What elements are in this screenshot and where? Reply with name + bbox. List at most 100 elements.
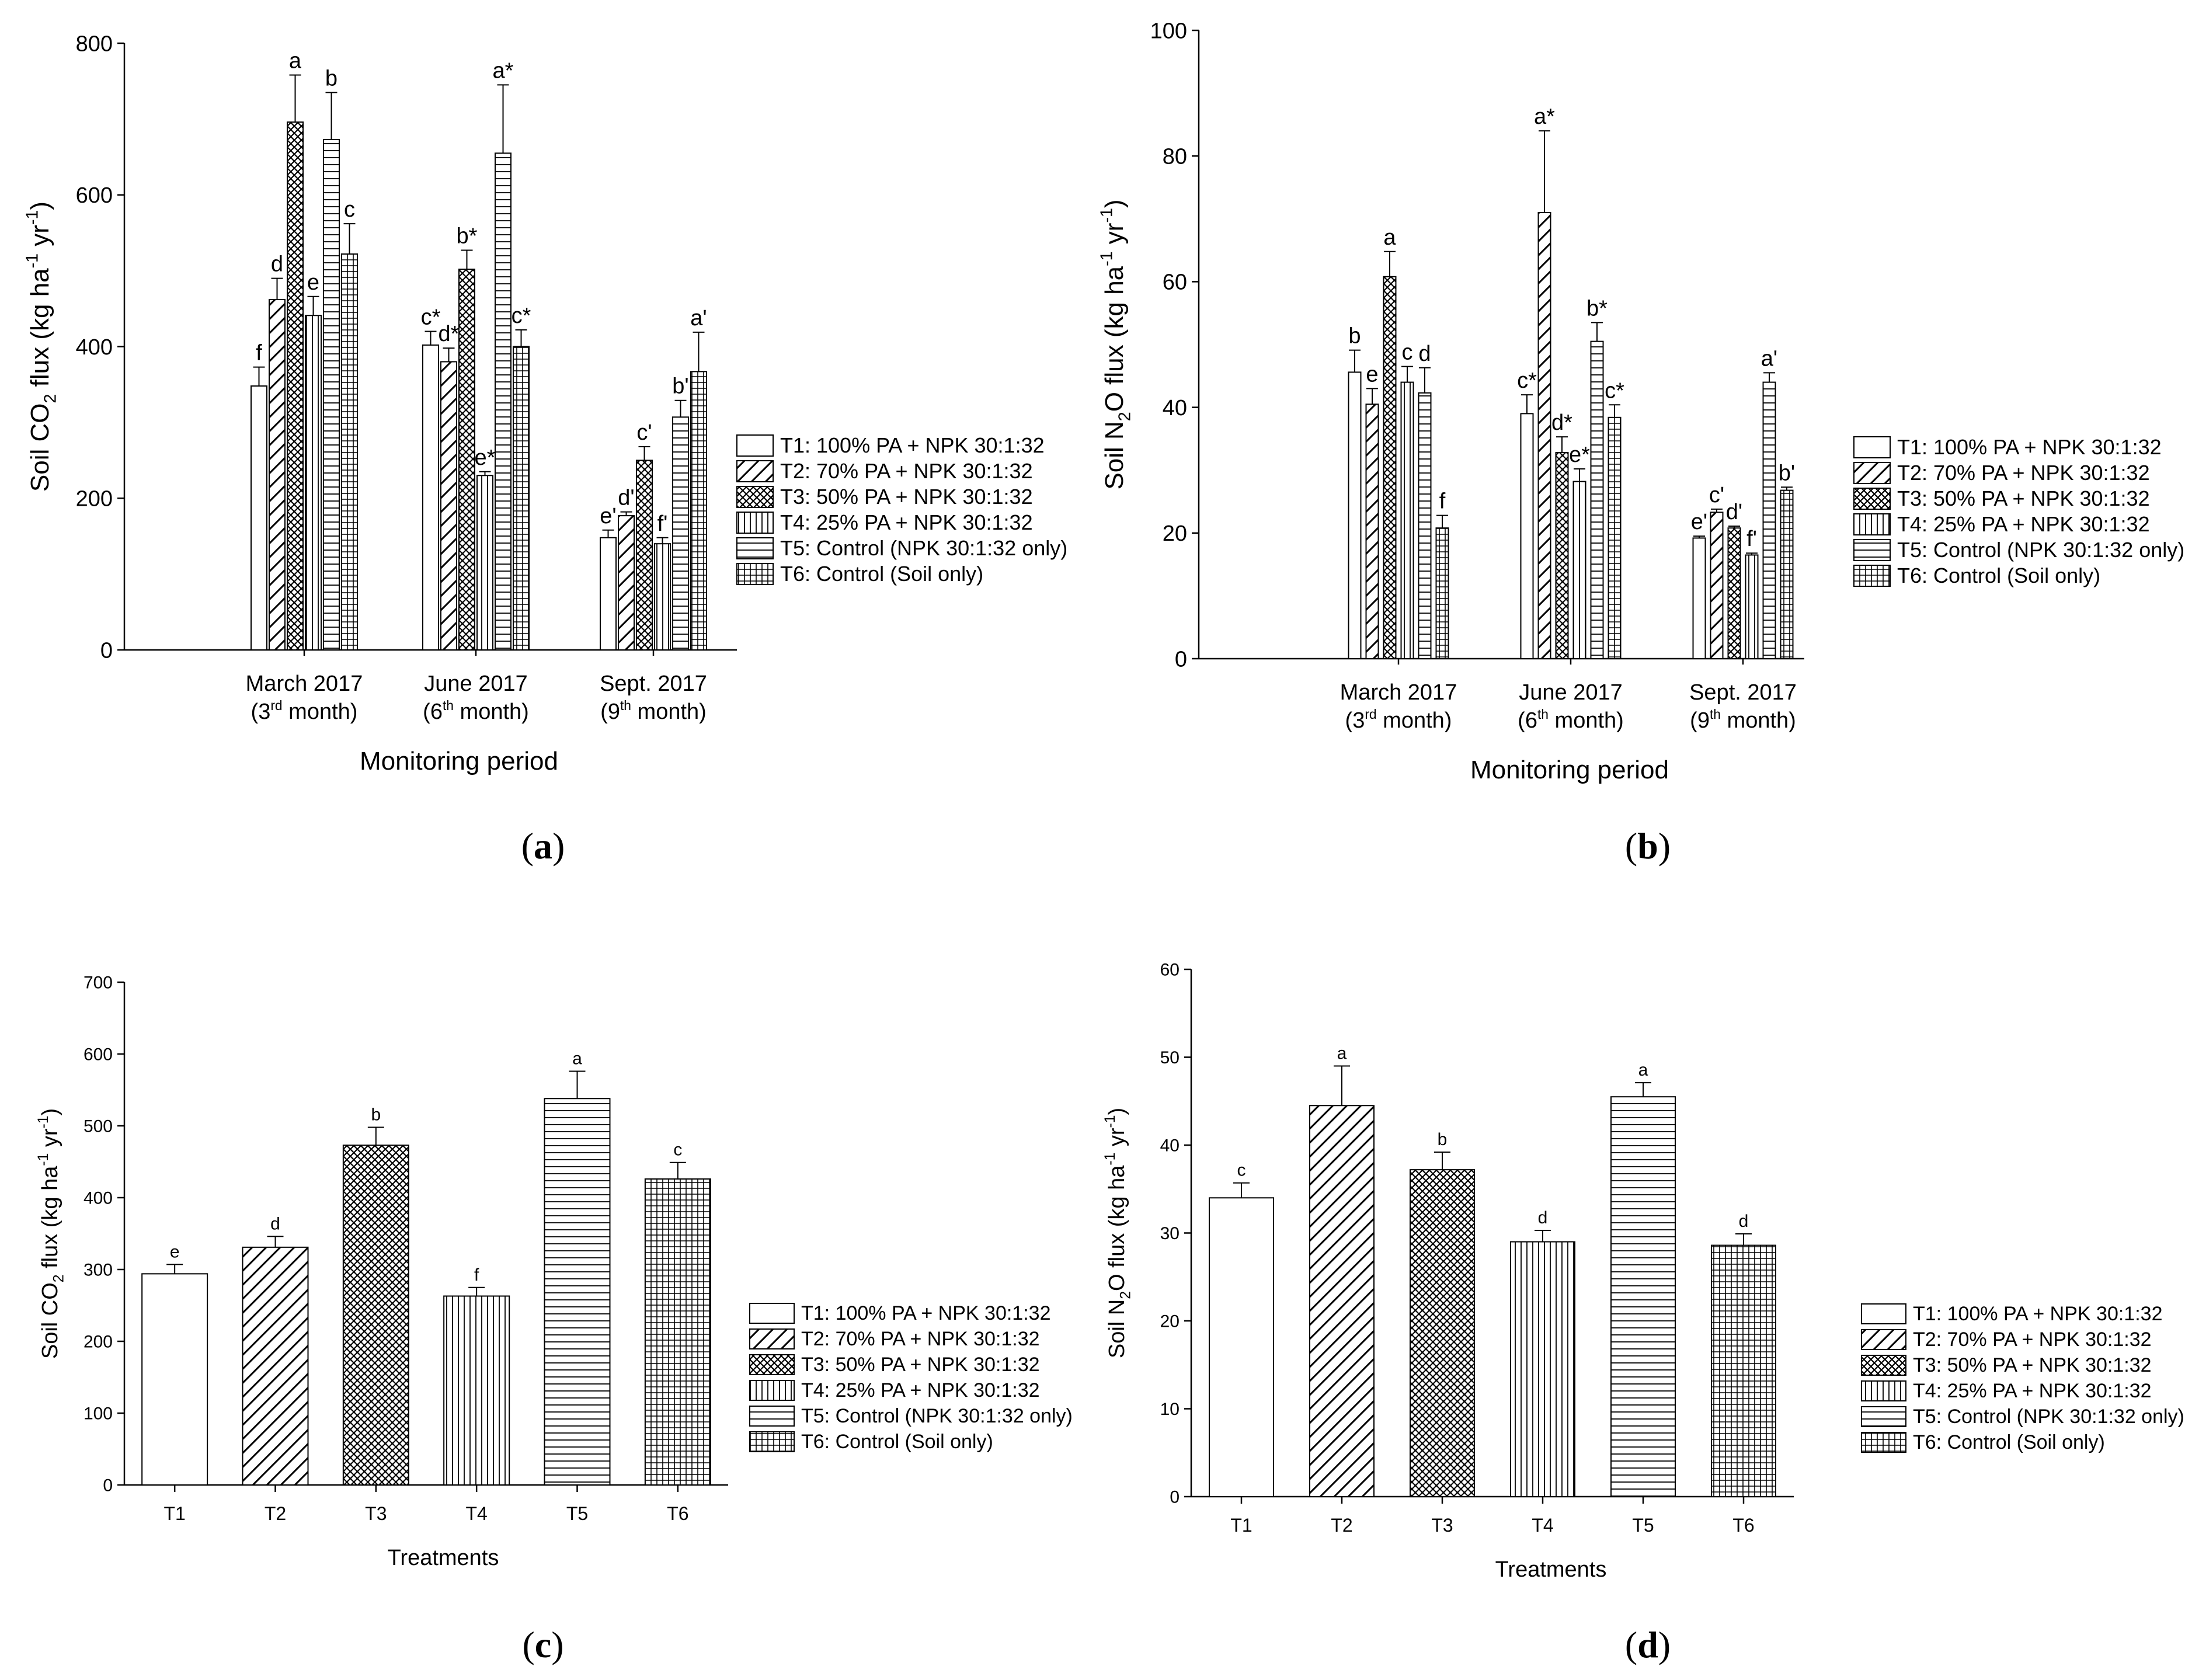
label-part: ) <box>1100 199 1129 208</box>
label-part: a <box>534 825 552 867</box>
x-tick-label: T5 <box>566 1503 588 1524</box>
label-part: (9 <box>1690 708 1710 733</box>
bar-t2 <box>1309 1105 1375 1497</box>
x-tick-label: T1 <box>163 1503 185 1524</box>
legend-label: T3: 50% PA + NPK 30:1:32 <box>780 485 1033 509</box>
label-part: month) <box>1377 708 1452 733</box>
y-tick-label: 600 <box>76 183 113 208</box>
y-tick-label: 400 <box>83 1189 113 1208</box>
legend-label: T3: 50% PA + NPK 30:1:32 <box>1913 1354 2152 1376</box>
x-tick-label: T4 <box>1532 1515 1553 1536</box>
label-part: yr <box>1100 223 1129 252</box>
significance-letter: a <box>1337 1044 1347 1063</box>
label-part: -1 <box>36 1116 51 1129</box>
y-tick-label: 40 <box>1163 396 1187 420</box>
x-tick-label-sub: (9th month) <box>600 698 707 724</box>
label-part: -1 <box>1102 1153 1118 1166</box>
legend-swatch <box>1861 1380 1906 1401</box>
panel-caption: (a) <box>521 825 565 867</box>
bar-t4 <box>1572 481 1586 659</box>
label-part: ) <box>1105 1108 1129 1115</box>
label-part: rd <box>270 698 282 713</box>
label-part: Soil N <box>1105 1299 1129 1358</box>
panel-c: 0 100 200 300 400 500 600 700 Soil CO2 flux (kg … <box>36 973 1073 1666</box>
label-part: Soil N <box>1100 421 1129 489</box>
label-part: b <box>1637 825 1658 867</box>
x-tick-label: T1 <box>1230 1515 1252 1536</box>
legend-label: T4: 25% PA + NPK 30:1:32 <box>801 1379 1040 1401</box>
bar-t6 <box>513 346 530 651</box>
significance-letter: b' <box>672 374 688 399</box>
legend-swatch <box>736 486 774 508</box>
significance-letter: c* <box>1605 378 1624 403</box>
panel-caption: (d) <box>1625 1624 1671 1665</box>
significance-letter: e' <box>1691 510 1707 534</box>
significance-letter: c <box>1237 1161 1246 1180</box>
y-axis-label: Soil CO2 flux (kg ha-1 yr-1) <box>23 201 60 492</box>
significance-letter: c <box>673 1140 682 1160</box>
panel-caption: (c) <box>522 1624 563 1665</box>
significance-letter: d* <box>439 322 460 346</box>
bar-t2 <box>1537 212 1551 660</box>
bar-t3 <box>1727 527 1741 660</box>
significance-letter: f <box>256 341 262 366</box>
significance-letter: d <box>271 252 283 277</box>
legend-swatch <box>736 434 774 457</box>
x-tick-label: T5 <box>1632 1515 1654 1536</box>
label-part: (6 <box>1518 708 1537 733</box>
significance-letter: f <box>1439 489 1446 514</box>
legend-label: T4: 25% PA + NPK 30:1:32 <box>1897 512 2150 536</box>
bar-t2 <box>440 361 457 651</box>
label-part: ) <box>551 1624 563 1665</box>
significance-letter: a' <box>690 306 707 331</box>
label-part: th <box>620 698 631 713</box>
bar-t6 <box>1608 416 1622 659</box>
significance-letter: d' <box>618 486 634 510</box>
label-part: ) <box>38 1108 62 1116</box>
y-tick-label: 10 <box>1160 1400 1180 1419</box>
significance-letter: a <box>289 49 302 74</box>
label-part: (9 <box>600 700 620 724</box>
bar-t5 <box>323 138 340 651</box>
y-tick-label: 100 <box>1150 19 1187 43</box>
bar-t1 <box>1348 371 1362 659</box>
label-part: ( <box>1625 825 1637 867</box>
legend-swatch <box>749 1328 795 1349</box>
y-tick-label: 700 <box>83 973 113 993</box>
legend-swatch <box>1853 513 1891 535</box>
legend-swatch <box>749 1406 795 1427</box>
y-tick-label: 50 <box>1160 1048 1180 1067</box>
label-part: th <box>1710 707 1721 722</box>
y-tick-label: 20 <box>1160 1312 1180 1331</box>
label-part: d <box>1637 1624 1658 1665</box>
x-tick-label: Sept. 2017 <box>1689 680 1797 705</box>
bar-t3 <box>458 269 475 651</box>
legend-swatch <box>736 512 774 534</box>
label-part: c <box>535 1624 551 1665</box>
label-part: yr <box>26 225 54 253</box>
legend-label: T6: Control (Soil only) <box>780 562 983 586</box>
bar-t2 <box>269 298 286 651</box>
bar-t5 <box>1418 392 1432 659</box>
y-tick-label: 300 <box>83 1261 113 1280</box>
legend-swatch <box>1861 1329 1906 1350</box>
x-tick-label-sub: (3rd month) <box>1345 707 1452 733</box>
x-tick-label: T2 <box>265 1503 286 1524</box>
bar-t3 <box>342 1145 409 1486</box>
label-part: ) <box>26 201 54 210</box>
bar-t1 <box>1692 537 1706 660</box>
label-part: (3 <box>251 700 271 724</box>
label-part: flux (kg ha <box>38 1166 62 1275</box>
significance-letter: b <box>1348 324 1361 349</box>
bar-t6 <box>1780 489 1794 660</box>
y-axis-label: Soil N2O flux (kg ha-1 yr-1) <box>1102 1108 1134 1358</box>
bar-t6 <box>644 1178 711 1486</box>
x-tick-label: March 2017 <box>246 672 363 696</box>
y-tick-label: 40 <box>1160 1136 1180 1156</box>
label-part: month) <box>283 700 358 724</box>
label-part: month) <box>631 700 707 724</box>
significance-letter: e <box>1366 362 1378 387</box>
